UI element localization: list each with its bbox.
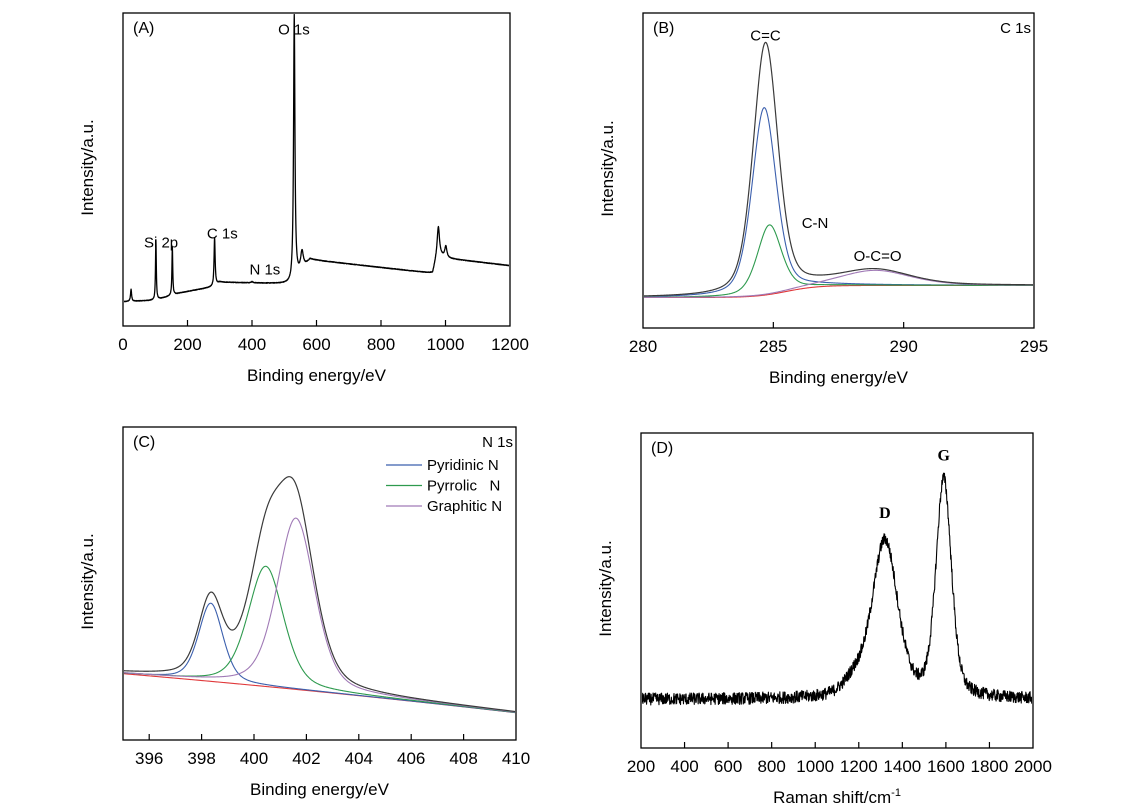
x-tick-label: 600 [714, 757, 742, 776]
panel-label: (B) [653, 20, 674, 37]
x-tick-label: 295 [1020, 337, 1048, 356]
x-tick-label: 800 [367, 335, 395, 354]
peak-annotation: G [937, 447, 950, 464]
series-pyrrolic-n [124, 565, 515, 713]
legend-label: Graphitic N [427, 498, 502, 515]
x-tick-label: 396 [135, 749, 163, 768]
x-tick-label: 1800 [971, 757, 1009, 776]
series-pyridinic-n [124, 602, 515, 714]
x-tick-label: 1400 [883, 757, 921, 776]
plot-frame [122, 12, 511, 327]
x-tick-label: 2000 [1014, 757, 1052, 776]
y-axis-title: Intensity/a.u. [78, 533, 97, 629]
x-tick-label: 400 [670, 757, 698, 776]
x-axis-title: Binding energy/eV [769, 368, 909, 387]
x-axis-title: Binding energy/eV [250, 780, 390, 799]
panel-label: (A) [133, 20, 154, 37]
x-tick-label: 600 [302, 335, 330, 354]
y-axis-title: Intensity/a.u. [78, 119, 97, 215]
x-tick-label: 800 [757, 757, 785, 776]
peak-annotation: O 1s [278, 21, 310, 38]
x-tick-label: 406 [397, 749, 425, 768]
x-axis-title-superscript: -1 [891, 787, 901, 799]
x-tick-label: 400 [240, 749, 268, 768]
peak-annotation: D [879, 505, 891, 522]
panel-d: 200 400 600 800 1000 1200 1400 1600 1800 2000 Rama… [596, 432, 1052, 807]
peak-annotation: N 1s [249, 262, 280, 279]
panel-title: C 1s [1000, 20, 1031, 37]
series-background [644, 284, 1033, 299]
series-background [124, 673, 515, 714]
series-c-n [644, 224, 1033, 298]
x-tick-label: 285 [759, 337, 787, 356]
plot-frame [122, 426, 517, 741]
series-survey [124, 14, 509, 303]
peak-annotation: O-C=O [854, 248, 902, 265]
panel-c: 396 398 400 402 404 406 408 410 Binding energy/e… [78, 426, 530, 799]
x-tick-label: 200 [627, 757, 655, 776]
panel-a: 0 200 400 600 800 1000 1200 Binding energy/eV In… [78, 12, 529, 385]
panel-label: (C) [133, 434, 155, 451]
x-tick-label: 1000 [427, 335, 465, 354]
x-tick-label: 410 [502, 749, 530, 768]
x-tick-label: 1200 [840, 757, 878, 776]
x-axis-title: Raman shift/cm-1 [773, 787, 901, 807]
x-tick-label: 1600 [927, 757, 965, 776]
x-tick-label: 404 [345, 749, 373, 768]
plot-frame [640, 432, 1034, 749]
series-envelope [124, 476, 515, 713]
y-axis-title: Intensity/a.u. [596, 540, 615, 636]
x-tick-label: 280 [629, 337, 657, 356]
x-axis-title: Binding energy/eV [247, 366, 387, 385]
x-tick-label: 0 [118, 335, 127, 354]
plot-area [124, 476, 515, 714]
x-tick-label: 290 [889, 337, 917, 356]
legend-label: Pyrrolic N [427, 478, 500, 495]
legend-label: Pyridinic N [427, 457, 499, 474]
panel-label: (D) [651, 440, 673, 457]
x-tick-label: 398 [187, 749, 215, 768]
panel-b: 280 285 290 295 Binding energy/eV Intensity/a… [598, 12, 1048, 387]
panel-title: N 1s [482, 434, 513, 451]
peak-annotation: C-N [802, 215, 829, 232]
x-tick-label: 200 [173, 335, 201, 354]
series-raman [642, 472, 1032, 706]
y-axis-title: Intensity/a.u. [598, 120, 617, 216]
series-envelope [644, 41, 1033, 297]
peak-annotation: C=C [750, 27, 781, 44]
peak-annotation: C 1s [207, 226, 238, 243]
plot-frame [642, 12, 1035, 329]
series-c-c [644, 107, 1033, 298]
peak-annotation: Si 2p [144, 235, 178, 252]
x-tick-label: 402 [292, 749, 320, 768]
x-tick-label: 408 [449, 749, 477, 768]
plot-area [642, 472, 1032, 706]
series-graphitic-n [124, 517, 515, 713]
plot-area [644, 41, 1033, 299]
x-tick-label: 1200 [491, 335, 529, 354]
x-tick-label: 400 [238, 335, 266, 354]
x-tick-label: 1000 [796, 757, 834, 776]
plot-area [124, 14, 509, 303]
